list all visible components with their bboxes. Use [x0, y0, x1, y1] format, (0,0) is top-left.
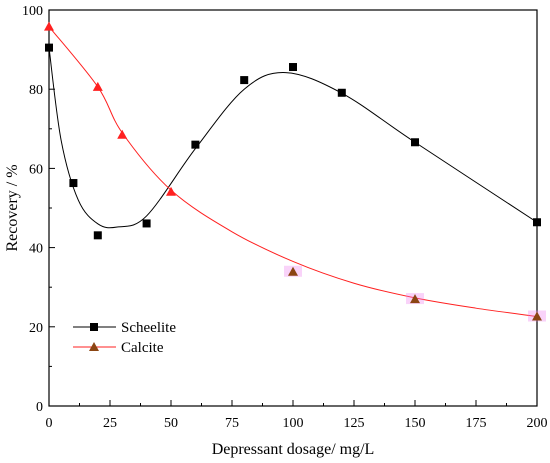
x-axis-ticks: 0 25 50 75 100 125 150 175 200 [46, 400, 548, 431]
fit-curves [48, 26, 538, 317]
x-tick-label: 175 [466, 416, 487, 431]
point-scheelite [289, 63, 297, 72]
y-axis-title: Recovery / % [4, 164, 21, 251]
point-scheelite [93, 231, 102, 240]
x-tick-label: 25 [103, 416, 117, 431]
y-tick-label: 0 [36, 400, 43, 415]
legend-label-calcite: Calcite [121, 340, 164, 356]
data-markers [44, 21, 546, 322]
point-calcite [117, 129, 128, 139]
y-tick-label: 60 [29, 162, 43, 177]
legend-marker-calcite [89, 342, 99, 351]
point-calcite [166, 186, 176, 196]
point-scheelite [411, 138, 419, 147]
point-scheelite [69, 179, 78, 188]
point-scheelite [337, 88, 346, 97]
legend: Scheelite Calcite [73, 320, 176, 356]
curve-scheelite [48, 47, 538, 229]
point-calcite [532, 311, 542, 321]
point-calcite [410, 294, 420, 304]
point-calcite [288, 266, 298, 276]
x-tick-label: 100 [283, 416, 304, 431]
point-scheelite [191, 140, 200, 149]
legend-item-calcite: Calcite [73, 340, 164, 356]
x-axis-title: Depressant dosage/ mg/L [212, 441, 375, 458]
legend-marker-scheelite [90, 323, 98, 331]
x-tick-label: 50 [164, 416, 178, 431]
point-scheelite [45, 43, 53, 52]
x-tick-label: 125 [344, 416, 365, 431]
x-tick-label: 200 [527, 416, 548, 431]
legend-label-scheelite: Scheelite [121, 320, 176, 336]
curve-calcite [48, 26, 538, 317]
point-scheelite [533, 218, 541, 227]
x-tick-label: 75 [225, 416, 239, 431]
point-scheelite [142, 219, 151, 228]
y-tick-label: 100 [22, 4, 43, 19]
legend-item-scheelite: Scheelite [73, 320, 176, 336]
y-axis-ticks: 0 20 40 60 80 100 [22, 4, 55, 415]
point-calcite [92, 81, 103, 91]
point-scheelite [240, 76, 249, 85]
x-tick-label: 150 [405, 416, 426, 431]
y-tick-label: 40 [29, 242, 43, 257]
x-tick-label: 0 [46, 416, 53, 431]
y-tick-label: 80 [29, 83, 43, 98]
point-calcite [44, 21, 54, 31]
y-tick-label: 20 [29, 321, 43, 336]
